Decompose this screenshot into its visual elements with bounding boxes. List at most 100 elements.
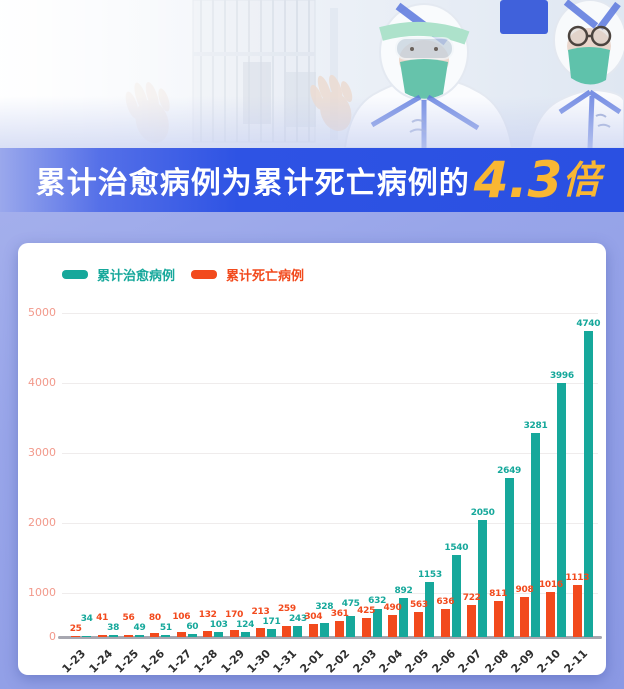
legend-item-cured: 累计治愈病例 xyxy=(62,265,175,284)
bar-value-death: 722 xyxy=(462,593,481,604)
bar-death xyxy=(520,597,529,637)
bar-cured xyxy=(372,609,382,637)
bar-death xyxy=(546,591,556,637)
bar-cured xyxy=(425,582,435,637)
bar-value-cured: 475 xyxy=(341,599,360,610)
hood-stripes xyxy=(563,0,621,31)
legend-item-death: 累计死亡病例 xyxy=(191,265,304,284)
chart-gridline xyxy=(62,453,598,454)
bar-death xyxy=(467,605,477,637)
goggles-icon xyxy=(395,37,454,60)
bar-cured xyxy=(451,555,461,637)
bar-value-death: 25 xyxy=(69,623,82,634)
title-ratio-unit: 倍 xyxy=(562,158,601,202)
bar-value-death: 213 xyxy=(251,607,270,618)
bar-value-cured: 60 xyxy=(186,622,199,633)
y-axis-tick-label: 0 xyxy=(49,630,56,643)
y-axis-tick-label: 5000 xyxy=(28,306,56,319)
bar-death xyxy=(493,601,503,637)
bar-value-death: 563 xyxy=(409,600,428,611)
bar-value-cured: 171 xyxy=(262,617,281,628)
bar-death xyxy=(282,625,292,637)
bar-cured xyxy=(214,632,224,637)
bar-value-cured: 51 xyxy=(159,622,172,633)
surgical-mask-icon xyxy=(400,59,448,99)
bar-value-death: 908 xyxy=(515,585,534,596)
bar-death xyxy=(150,633,160,637)
title-banner: 累计治愈病例为累计死亡病例的 4.3 倍 xyxy=(0,148,624,212)
bar-cured xyxy=(557,383,567,637)
bar-cured xyxy=(319,622,329,637)
bottom-fade-overlay xyxy=(0,96,624,148)
bar-value-cured: 1153 xyxy=(417,570,442,581)
bar-value-cured: 4740 xyxy=(576,319,601,330)
legend-label-death: 累计死亡病例 xyxy=(226,269,305,284)
y-axis-tick-label: 3000 xyxy=(28,446,56,459)
bar-chart: 0 1000 2000 3000 4000 5000 25 34 1-23 41 38 1-24 56 4… xyxy=(18,243,606,676)
bar-death xyxy=(440,609,450,637)
bar-value-death: 811 xyxy=(489,589,508,600)
bar-value-death: 106 xyxy=(172,612,191,623)
glasses-icon xyxy=(567,25,612,47)
bar-value-death: 1016 xyxy=(538,579,563,590)
bar-cured xyxy=(108,635,118,637)
bar-value-cured: 1540 xyxy=(444,543,469,554)
bar-value-cured: 3281 xyxy=(523,421,548,432)
bar-value-death: 490 xyxy=(383,603,402,614)
bar-death xyxy=(256,627,265,637)
bar-value-cured: 2050 xyxy=(470,507,495,518)
bar-value-death: 170 xyxy=(225,609,244,620)
chart-gridline xyxy=(62,593,598,594)
chart-card: 累计治愈病例 累计死亡病例 0 1000 2000 3000 4000 5000 25 34 1… xyxy=(18,243,606,676)
bar-death xyxy=(388,615,397,637)
bar-value-cured: 328 xyxy=(315,601,334,612)
bar-value-death: 636 xyxy=(436,597,455,608)
bar-cured xyxy=(240,631,250,637)
bar-value-cured: 243 xyxy=(288,614,307,625)
bar-value-death: 56 xyxy=(122,612,135,623)
bar-value-cured: 49 xyxy=(133,622,146,633)
chart-gridline xyxy=(62,383,598,384)
bar-cured xyxy=(82,635,92,637)
bar-cured xyxy=(135,634,144,637)
bar-death xyxy=(414,612,424,637)
title-ratio-highlight: 4.3 xyxy=(473,151,563,209)
bar-value-cured: 892 xyxy=(394,585,413,596)
surgical-mask-icon xyxy=(568,47,610,85)
bar-value-cured: 124 xyxy=(236,619,255,630)
bar-value-death: 259 xyxy=(277,604,296,615)
bar-value-cured: 34 xyxy=(80,613,93,624)
chart-legend: 累计治愈病例 累计死亡病例 xyxy=(62,265,304,284)
bar-value-cured: 3996 xyxy=(549,371,574,382)
bar-cured xyxy=(346,616,356,637)
bar-death xyxy=(203,631,213,637)
bar-value-cured: 2649 xyxy=(497,465,522,476)
x-axis-line xyxy=(58,636,602,639)
chart-gridline xyxy=(62,313,598,314)
bar-cured xyxy=(504,477,514,637)
bar-value-death: 425 xyxy=(357,606,376,617)
bar-value-cured: 632 xyxy=(368,596,387,607)
bar-cured xyxy=(478,519,488,637)
bar-value-cured: 38 xyxy=(107,623,120,634)
bar-value-death: 304 xyxy=(304,611,323,622)
bar-value-death: 361 xyxy=(330,609,349,620)
header-photo xyxy=(0,0,624,148)
bar-value-death: 132 xyxy=(198,610,217,621)
bar-death xyxy=(572,585,582,637)
bar-death xyxy=(124,634,133,637)
bar-value-death: 1113 xyxy=(565,573,590,584)
bar-cured xyxy=(293,626,303,637)
blue-wall-sign xyxy=(500,0,548,34)
bar-cured xyxy=(161,634,171,637)
bar-value-death: 41 xyxy=(96,613,109,624)
chart-gridline xyxy=(62,523,598,524)
bar-death xyxy=(229,629,239,637)
bar-value-death: 80 xyxy=(148,612,161,623)
y-axis-tick-label: 2000 xyxy=(28,516,56,529)
bar-value-cured: 103 xyxy=(209,620,228,631)
bar-cured xyxy=(187,634,197,637)
legend-swatch-death xyxy=(191,270,218,279)
y-axis-tick-label: 4000 xyxy=(28,376,56,389)
